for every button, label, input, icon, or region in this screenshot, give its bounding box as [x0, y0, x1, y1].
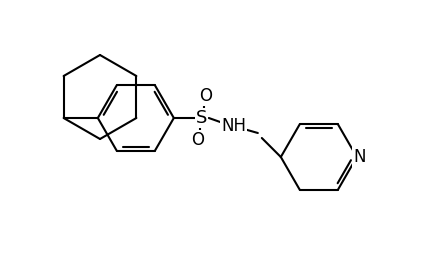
Text: NH: NH	[222, 117, 246, 135]
Text: O: O	[199, 87, 212, 105]
Text: N: N	[354, 148, 366, 166]
Text: O: O	[191, 131, 204, 149]
Text: S: S	[196, 109, 207, 127]
